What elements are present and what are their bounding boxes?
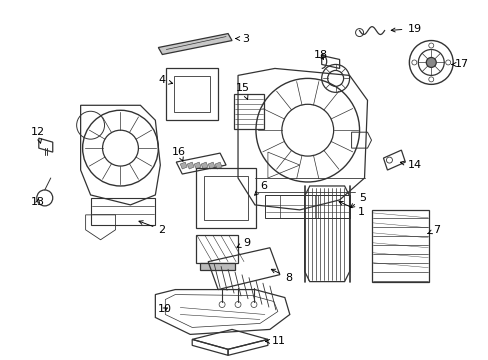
Text: 5: 5 [350, 193, 366, 208]
Polygon shape [201, 162, 208, 169]
Text: 3: 3 [235, 33, 248, 44]
Text: 1: 1 [338, 202, 364, 217]
Text: 16: 16 [172, 147, 186, 161]
Text: 18: 18 [313, 50, 327, 60]
Text: 13: 13 [31, 197, 45, 207]
Text: 8: 8 [271, 269, 291, 283]
Text: 15: 15 [236, 84, 249, 99]
Polygon shape [200, 263, 235, 270]
Text: 6: 6 [254, 181, 266, 195]
Polygon shape [180, 162, 187, 169]
Polygon shape [215, 162, 222, 169]
Polygon shape [208, 162, 215, 169]
Polygon shape [158, 33, 232, 54]
Polygon shape [187, 162, 194, 169]
Text: 9: 9 [237, 238, 250, 248]
Text: 11: 11 [265, 336, 285, 346]
Text: 14: 14 [400, 160, 421, 170]
Text: 10: 10 [157, 305, 171, 315]
Text: 7: 7 [427, 225, 440, 235]
Circle shape [426, 58, 435, 67]
Text: 4: 4 [158, 75, 172, 85]
Text: 17: 17 [451, 59, 468, 69]
Text: 2: 2 [139, 221, 165, 235]
Text: 19: 19 [390, 24, 421, 33]
Text: 12: 12 [31, 127, 45, 143]
Polygon shape [194, 162, 201, 169]
